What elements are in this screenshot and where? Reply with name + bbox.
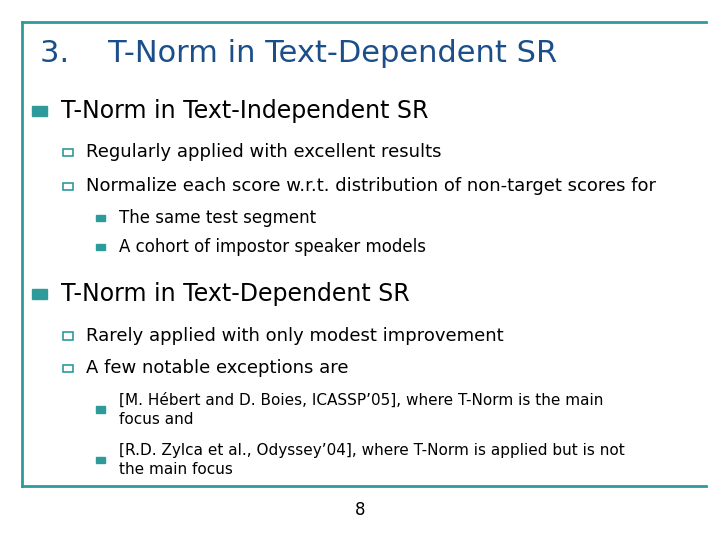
Text: [R.D. Zylca et al., Odyssey’04], where T-Norm is applied but is not
the main foc: [R.D. Zylca et al., Odyssey’04], where T… xyxy=(119,443,624,477)
FancyBboxPatch shape xyxy=(32,106,47,116)
Text: T-Norm in Text-Dependent SR: T-Norm in Text-Dependent SR xyxy=(61,282,410,306)
Text: Rarely applied with only modest improvement: Rarely applied with only modest improvem… xyxy=(86,327,504,345)
Text: The same test segment: The same test segment xyxy=(119,209,316,227)
FancyBboxPatch shape xyxy=(96,244,105,250)
FancyBboxPatch shape xyxy=(63,183,73,190)
FancyBboxPatch shape xyxy=(96,215,105,221)
FancyBboxPatch shape xyxy=(96,406,105,413)
FancyBboxPatch shape xyxy=(63,148,73,156)
FancyBboxPatch shape xyxy=(96,457,105,463)
Text: A cohort of impostor speaker models: A cohort of impostor speaker models xyxy=(119,238,426,256)
Text: Normalize each score w.r.t. distribution of non-target scores for: Normalize each score w.r.t. distribution… xyxy=(86,177,657,195)
FancyBboxPatch shape xyxy=(63,364,73,372)
FancyBboxPatch shape xyxy=(63,332,73,340)
Text: [M. Hébert and D. Boies, ICASSP’05], where T-Norm is the main
focus and: [M. Hébert and D. Boies, ICASSP’05], whe… xyxy=(119,392,603,427)
Text: Regularly applied with excellent results: Regularly applied with excellent results xyxy=(86,143,442,161)
Text: 8: 8 xyxy=(355,501,365,519)
Text: T-Norm in Text-Independent SR: T-Norm in Text-Independent SR xyxy=(61,99,428,123)
Text: A few notable exceptions are: A few notable exceptions are xyxy=(86,359,349,377)
Text: 3.    T-Norm in Text-Dependent SR: 3. T-Norm in Text-Dependent SR xyxy=(40,39,557,69)
FancyBboxPatch shape xyxy=(32,289,47,299)
